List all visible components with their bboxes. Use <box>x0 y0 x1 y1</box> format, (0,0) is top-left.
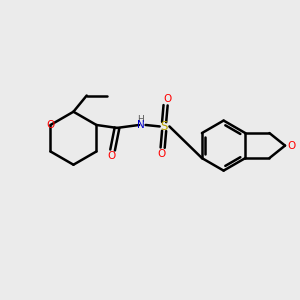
Text: O: O <box>46 120 55 130</box>
Text: O: O <box>107 152 115 161</box>
Text: O: O <box>287 141 296 151</box>
Text: H: H <box>137 115 144 124</box>
Text: S: S <box>160 120 168 133</box>
Text: O: O <box>163 94 171 104</box>
Text: N: N <box>137 120 144 130</box>
Text: O: O <box>157 149 165 159</box>
